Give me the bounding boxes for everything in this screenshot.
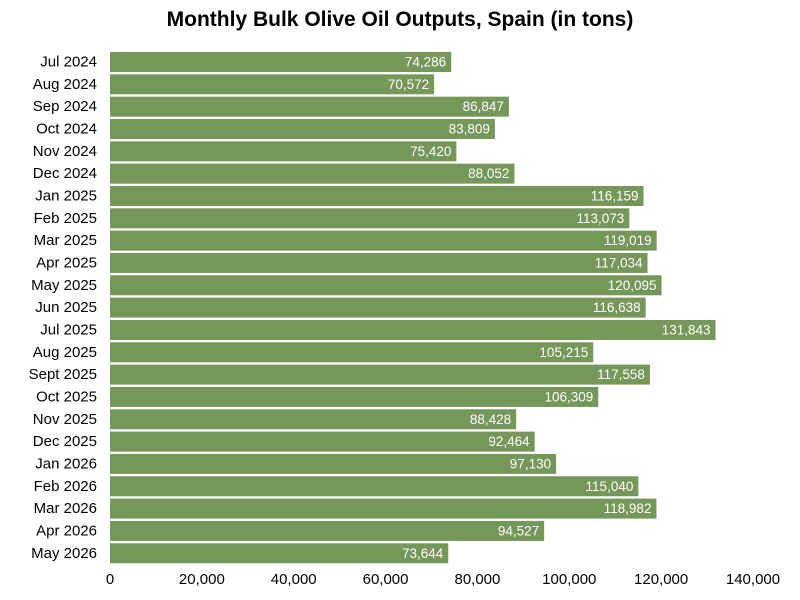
value-label: 115,040 [586,479,634,494]
category-labels: Jul 2024 Aug 2024 Sep 2024 Oct 2024 Nov 2024… [29,54,97,562]
category-label: Oct 2024 [36,120,97,137]
value-label: 86,847 [463,99,504,114]
x-tick-label: 60,000 [363,571,409,588]
bar [110,319,716,340]
bar [110,252,648,273]
category-label: Apr 2026 [36,522,97,539]
value-label: 106,309 [544,389,593,404]
bar [110,543,449,564]
bar [110,74,435,95]
x-tick-label: 0 [106,571,114,588]
bar [110,208,630,229]
value-label: 88,428 [470,412,511,427]
bar [110,230,657,251]
value-label: 131,843 [662,322,711,337]
category-label: Sept 2025 [29,366,97,383]
bar [110,141,457,162]
category-label: Jul 2024 [40,54,97,71]
value-label: 119,019 [604,233,652,248]
category-label: Jan 2026 [35,455,97,472]
value-label: 117,034 [595,255,643,270]
x-tick-label: 20,000 [179,571,225,588]
category-label: Dec 2024 [33,165,97,182]
value-label: 74,286 [405,55,446,70]
value-label: 97,130 [510,456,551,471]
category-label: May 2026 [31,545,97,562]
value-label: 94,527 [498,523,539,538]
value-label: 116,638 [593,300,641,315]
category-label: Feb 2025 [34,210,97,227]
value-label: 88,052 [468,166,509,181]
bar [110,386,599,407]
bars-layer [110,52,716,564]
value-label: 116,159 [591,188,639,203]
value-label: 113,073 [577,211,625,226]
value-label: 75,420 [410,144,451,159]
bar [110,297,646,318]
x-tick-label: 140,000 [726,571,780,588]
chart-title: Monthly Bulk Olive Oil Outputs, Spain (i… [166,8,634,31]
bar [110,520,545,541]
category-label: Aug 2025 [33,344,97,361]
bar [110,118,495,139]
value-label: 83,809 [449,121,490,136]
category-label: Oct 2025 [36,388,97,405]
bar [110,409,517,430]
category-label: Jun 2025 [35,299,97,316]
bar [110,342,594,363]
bar [110,52,452,72]
value-label: 120,095 [608,278,657,293]
category-label: Nov 2024 [33,143,97,160]
category-label: Aug 2024 [33,76,97,93]
category-label: Apr 2025 [36,254,97,271]
value-label: 70,572 [388,77,429,92]
bar [110,498,657,519]
bar [110,476,639,497]
category-label: Jan 2025 [35,187,97,204]
category-label: Mar 2026 [34,500,97,517]
x-tick-label: 100,000 [542,571,596,588]
category-label: May 2025 [31,277,97,294]
category-label: Jul 2025 [40,321,97,338]
value-label: 117,558 [597,367,645,382]
value-label: 92,464 [488,434,530,449]
value-labels: 74,286 70,572 86,847 83,809 75,420 88,052 116,… [388,55,711,561]
bar [110,431,535,452]
bar [110,275,662,296]
bar [110,453,557,474]
category-label: Sep 2024 [33,98,97,115]
category-label: Nov 2025 [33,411,97,428]
value-label: 118,982 [604,501,652,516]
x-tick-label: 40,000 [271,571,317,588]
bar [110,185,644,206]
bar [110,96,509,117]
category-label: Dec 2025 [33,433,97,450]
x-tick-label: 80,000 [454,571,500,588]
bar [110,163,515,184]
x-axis-ticks: 0 20,000 40,000 60,000 80,000 100,000 120,000 1… [106,571,780,588]
category-label: Mar 2025 [34,232,97,249]
value-label: 105,215 [539,345,588,360]
value-label: 73,644 [402,546,444,561]
category-label: Feb 2026 [34,478,97,495]
x-tick-label: 120,000 [634,571,688,588]
bar [110,364,650,385]
